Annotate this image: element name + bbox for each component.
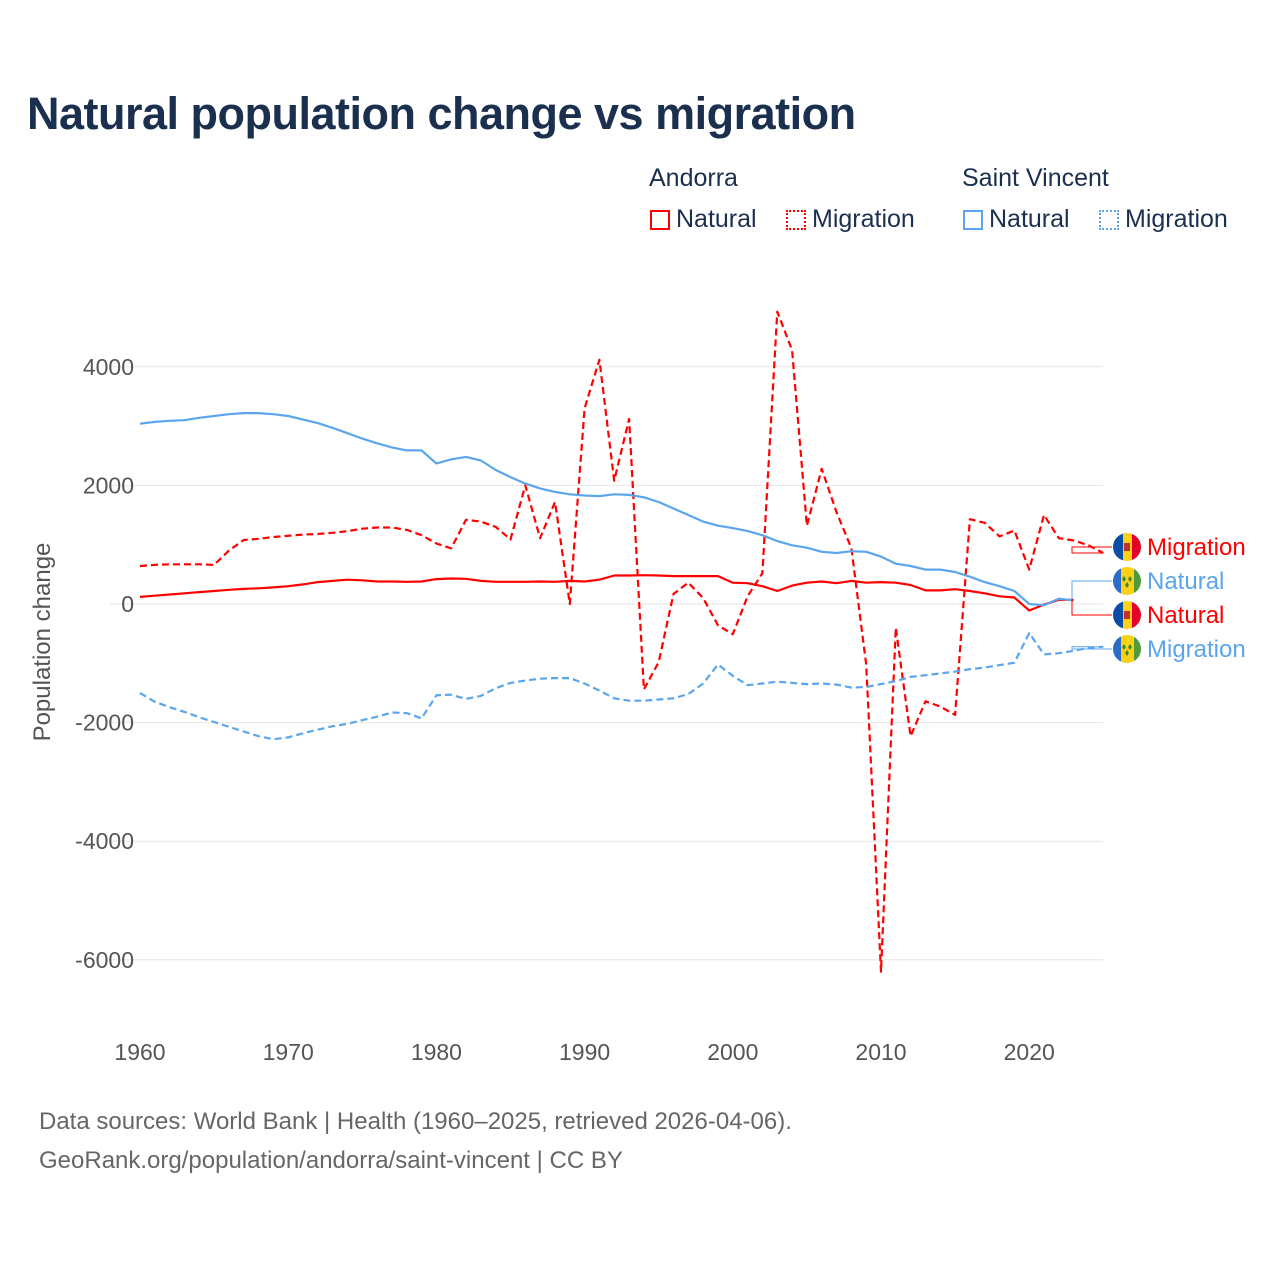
footer-sources: Data sources: World Bank | Health (1960–… — [39, 1108, 792, 1135]
legend-swatch-solid — [963, 209, 983, 230]
series-end-label: Migration — [1147, 636, 1246, 663]
chart-title: Natural population change vs migration — [27, 88, 856, 139]
saint-vincent-flag-icon — [1113, 635, 1141, 663]
y-tick-label: -6000 — [75, 947, 134, 973]
legend-label: Migration — [812, 205, 915, 233]
x-tick-label: 1980 — [411, 1039, 462, 1065]
label-connector — [1071, 599, 1112, 616]
andorra-flag-icon — [1113, 533, 1141, 561]
x-tick-label: 1960 — [114, 1039, 165, 1065]
saint-vincent-flag-icon — [1113, 567, 1141, 595]
y-tick-label: 2000 — [83, 472, 134, 498]
x-tick-label: 2010 — [855, 1039, 906, 1065]
x-tick-label: 1990 — [559, 1039, 610, 1065]
legend-label: Natural — [676, 205, 757, 233]
legend-swatch-dotted — [1099, 209, 1119, 230]
y-tick-label: -4000 — [75, 828, 134, 854]
series-line-saint-vincent-migration[interactable] — [139, 632, 1104, 741]
label-connector — [1071, 546, 1112, 554]
series-line-andorra-migration[interactable] — [139, 310, 1104, 973]
y-tick-label: 4000 — [83, 354, 134, 380]
legend-swatch-dotted — [786, 209, 806, 230]
legend-group-andorra: Andorra — [649, 164, 738, 192]
andorra-flag-icon — [1113, 601, 1141, 629]
x-tick-label: 2000 — [707, 1039, 758, 1065]
y-tick-label: 0 — [121, 591, 134, 617]
x-tick-label: 1970 — [263, 1039, 314, 1065]
legend-saint-vincent-natural[interactable]: Natural — [963, 205, 1070, 234]
series-end-label: Natural — [1147, 568, 1224, 595]
series-line-andorra-natural[interactable] — [139, 574, 1074, 612]
legend-label: Natural — [989, 205, 1070, 233]
legend-andorra-migration[interactable]: Migration — [786, 205, 915, 234]
y-tick-label: -2000 — [75, 710, 134, 736]
legend-group-saint-vincent: Saint Vincent — [962, 164, 1109, 192]
legend-andorra-natural[interactable]: Natural — [650, 205, 757, 234]
x-tick-label: 2020 — [1004, 1039, 1055, 1065]
series-end-label: Natural — [1147, 602, 1224, 629]
label-connector — [1071, 646, 1112, 650]
legend-label: Migration — [1125, 205, 1228, 233]
legend-saint-vincent-migration[interactable]: Migration — [1099, 205, 1228, 234]
footer-link[interactable]: GeoRank.org/population/andorra/saint-vin… — [39, 1147, 623, 1174]
label-connector — [1071, 580, 1112, 601]
series-end-label: Migration — [1147, 534, 1246, 561]
y-axis-label: Population change — [29, 543, 56, 742]
series-line-saint-vincent-natural[interactable] — [139, 412, 1074, 607]
legend-swatch-solid — [650, 209, 670, 230]
